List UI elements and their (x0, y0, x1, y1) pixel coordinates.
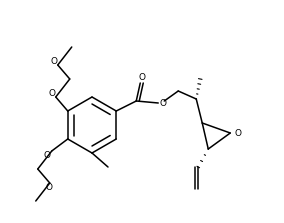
Text: O: O (48, 89, 55, 99)
Text: O: O (235, 128, 242, 138)
Text: O: O (160, 99, 167, 107)
Text: O: O (45, 184, 52, 192)
Text: O: O (139, 74, 146, 83)
Text: O: O (50, 58, 57, 66)
Text: O: O (43, 151, 50, 159)
